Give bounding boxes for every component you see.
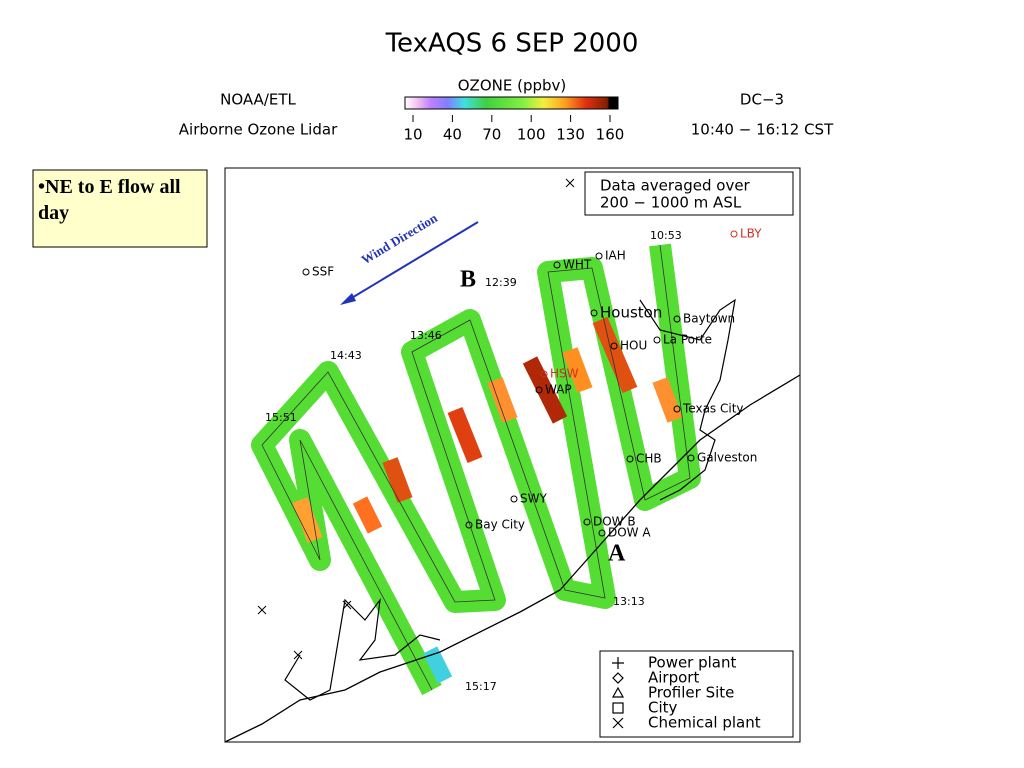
time-label: 10:53 (650, 229, 682, 242)
place-marker (465, 521, 473, 529)
place-label: La Porte (663, 333, 712, 347)
title: TexAQS 6 SEP 2000 (385, 29, 639, 59)
place-label: Houston (600, 304, 662, 322)
place-label: WAP (545, 383, 572, 397)
colorbar-tick-label: 40 (443, 126, 462, 144)
legend-label: City (648, 699, 678, 717)
wind-arrowhead (340, 293, 356, 305)
colorbar-tick-label: 160 (596, 126, 625, 144)
ozone-patch (447, 407, 483, 463)
time-label: 15:17 (465, 680, 497, 693)
place-label: DOW B (593, 515, 636, 529)
note-text: •NE to E flow all day (38, 176, 181, 224)
colorbar-tick-label: 10 (403, 126, 422, 144)
place-marker (595, 252, 603, 260)
averaging-note: Data averaged over (600, 177, 751, 195)
averaging-note: 200 − 1000 m ASL (600, 194, 742, 212)
place-marker (673, 405, 681, 413)
averaging-box (584, 171, 794, 216)
note: •NE to E flow all day (38, 176, 181, 224)
place-marker (610, 342, 618, 350)
colorbar (404, 96, 619, 110)
ozone-patch (352, 496, 383, 534)
place-marker (598, 529, 606, 537)
chemical-plant (342, 600, 352, 610)
place-label: Galveston (697, 451, 757, 465)
colorbar-tick-label: 100 (517, 126, 546, 144)
legend-box (599, 650, 794, 738)
chemical-plant (257, 605, 267, 615)
place-marker (535, 386, 543, 394)
wind-arrow (344, 221, 479, 303)
colorbar-title: OZONE (ppbv) (458, 77, 567, 95)
legend-label: Chemical plant (648, 714, 761, 732)
place-label: HSW (550, 367, 579, 381)
ozone-patch (487, 377, 518, 423)
header-right: DC−3 (740, 91, 784, 109)
legend-symbols (611, 657, 625, 729)
ozone-patch (382, 457, 413, 503)
track-line (261, 244, 691, 691)
place-label: HOU (620, 339, 647, 353)
ozone-patch (592, 316, 638, 394)
point-label: B (460, 267, 476, 293)
bay-outline (639, 298, 736, 501)
place-marker (583, 518, 591, 526)
place-label: Texas City (682, 402, 744, 416)
place-label: SSF (312, 265, 334, 279)
ozone-patch (652, 377, 683, 423)
place-marker (553, 261, 561, 269)
ozone-patch (522, 356, 568, 424)
place-marker (540, 370, 548, 378)
place-marker (302, 268, 310, 276)
header-left: NOAA/ETL (220, 91, 296, 109)
place-marker (510, 495, 518, 503)
time-label: 12:39 (485, 276, 517, 289)
place-label: IAH (605, 249, 626, 263)
chemical-plant (293, 650, 303, 660)
place-marker (673, 315, 681, 323)
legend-label: Profiler Site (648, 684, 734, 702)
bay-outline (284, 597, 441, 701)
place-label: CHB (636, 452, 662, 466)
time-label: 14:43 (330, 349, 362, 362)
place-label: Baytown (683, 312, 735, 326)
time-label: 13:46 (410, 329, 442, 342)
colorbar-tick-label: 70 (482, 126, 501, 144)
place-marker (590, 309, 598, 317)
header-right: 10:40 − 16:12 CST (691, 121, 834, 139)
place-marker (626, 455, 634, 463)
place-label: Bay City (475, 518, 525, 532)
header-left: Airborne Ozone Lidar (179, 121, 338, 139)
point-label: A (608, 541, 626, 567)
place-label: DOW A (608, 526, 651, 540)
legend-label: Power plant (648, 654, 737, 672)
time-label: 15:51 (265, 411, 297, 424)
flight-tracks (251, 243, 701, 696)
chemical-plant (565, 178, 575, 188)
place-label: LBY (740, 227, 762, 241)
place-label: SWY (520, 492, 547, 506)
note-box (32, 169, 208, 248)
ozone-patch (292, 497, 323, 543)
time-label: 13:13 (613, 595, 645, 608)
ozone-patch (562, 347, 593, 393)
place-label: WHT (563, 258, 592, 272)
legend-label: Airport (648, 669, 699, 687)
colorbar-tick-label: 130 (556, 126, 585, 144)
coastline (224, 374, 801, 743)
place-marker (687, 454, 695, 462)
place-marker (730, 230, 738, 238)
place-marker (653, 336, 661, 344)
